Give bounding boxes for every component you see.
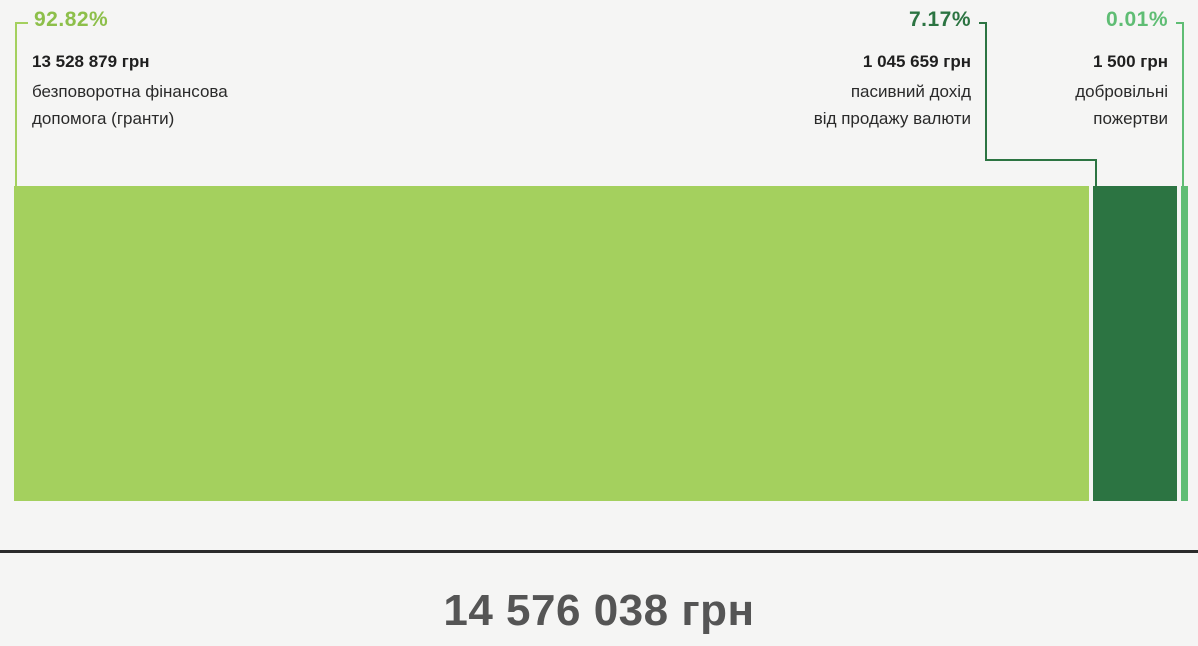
description-donations: добровільні пожертви <box>1008 78 1168 132</box>
bar-segment-donations <box>1181 186 1188 501</box>
amount-label-passive-income: 1 045 659 грн <box>862 52 971 71</box>
bar-segment-grants <box>14 186 1090 501</box>
description-donations-line-2: пожертви <box>1093 109 1168 128</box>
connector-lines <box>15 22 1184 186</box>
divider-line <box>0 550 1198 553</box>
percent-label-donations: 0.01% <box>1105 8 1168 31</box>
description-grants: безповоротна фінансова допомога (гранти) <box>32 78 228 132</box>
bar-track <box>14 186 1188 501</box>
description-passive-income-line-1: пасивний дохід <box>850 82 971 101</box>
total-amount: 14 576 038 грн <box>443 586 755 635</box>
description-donations-line-1: добровільні <box>1075 82 1168 101</box>
bar-segment-passive-income <box>1093 186 1177 501</box>
description-passive-income-line-2: від продажу валюти <box>813 109 971 128</box>
connector-grants <box>15 22 28 186</box>
description-grants-line-1: безповоротна фінансова <box>32 82 228 101</box>
percent-label-passive-income: 7.17% <box>908 8 971 31</box>
connector-passive-income <box>979 22 1097 186</box>
description-grants-line-2: допомога (гранти) <box>32 109 175 128</box>
percent-label-grants: 92.82% <box>34 8 109 31</box>
connector-donations <box>1176 22 1184 186</box>
amount-label-grants: 13 528 879 грн <box>32 52 150 71</box>
description-passive-income: пасивний дохід від продажу валюти <box>711 78 971 132</box>
amount-label-donations: 1 500 грн <box>1093 52 1168 71</box>
